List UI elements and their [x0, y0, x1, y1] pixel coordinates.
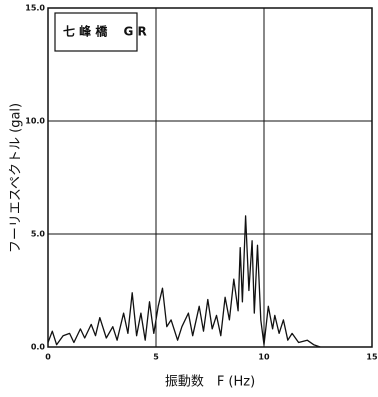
x-tick-label: 0	[45, 353, 51, 362]
spectrum-line	[47, 215, 321, 348]
plot-frame	[47, 7, 373, 348]
legend-label: 七 峰 橋 G R	[63, 24, 147, 39]
x-axis-label: 振動数 F (Hz)	[165, 375, 255, 390]
legend-box	[54, 12, 138, 52]
x-tick-label: 15	[366, 353, 378, 362]
x-tick-label: 10	[258, 353, 270, 362]
y-tick-label: 0.0	[31, 343, 46, 352]
y-axis-label: フーリエスペクトル (gal)	[9, 103, 24, 253]
y-tick-label: 5.0	[31, 230, 46, 239]
y-tick-label: 15.0	[25, 4, 45, 13]
x-tick-label: 5	[153, 353, 159, 362]
y-tick-label: 10.0	[25, 117, 45, 126]
